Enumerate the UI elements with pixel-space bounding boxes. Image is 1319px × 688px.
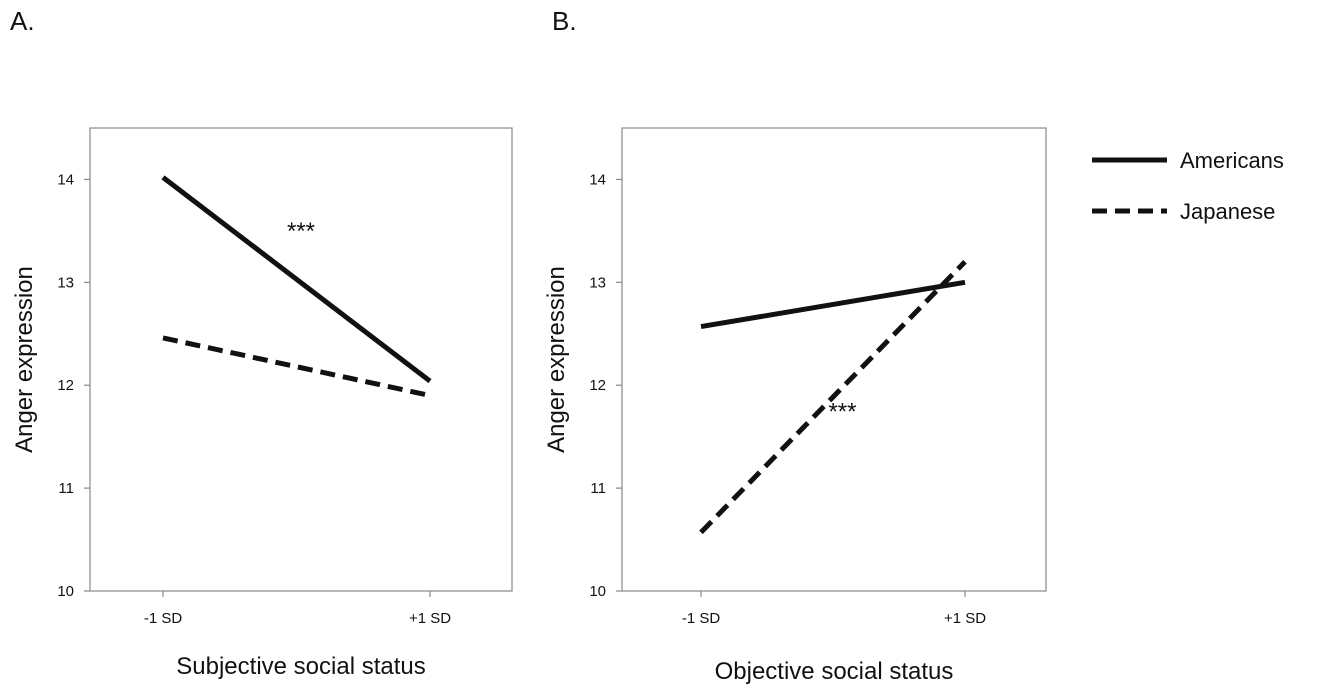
panel-a-y-tick-label: 12: [57, 377, 74, 394]
panel-a-series-japanese-line: [162, 335, 431, 398]
panel-b-y-tick-label: 10: [589, 583, 606, 600]
panel-b-y-tick-label: 12: [589, 377, 606, 394]
panel-b: B. 10 11 12 13 14 -1 SD +1 SD Objective social …: [543, 6, 1047, 685]
panel-b-y-tick-label: 11: [590, 480, 606, 497]
panel-b-y-axis-title: Anger expression: [543, 266, 570, 453]
panel-b-series-americans-line: [700, 279, 966, 330]
panel-b-y-tick-label: 13: [589, 274, 606, 291]
panel-a-x-axis-title: Subjective social status: [176, 653, 425, 680]
panel-a-y-axis-title: Anger expression: [11, 266, 38, 453]
panel-a-y-tick-label: 10: [57, 583, 74, 600]
panel-b-series-japanese-line: [699, 260, 967, 535]
panel-a-x-tick-label: +1 SD: [409, 610, 451, 627]
panel-a-y-tick-label: 13: [57, 274, 74, 291]
panel-a-y-tick-label: 14: [57, 171, 74, 188]
panel-b-x-tick-label: -1 SD: [682, 610, 721, 627]
legend: Americans Japanese: [1092, 148, 1284, 224]
panel-a-significance-annotation: ***: [287, 218, 315, 245]
legend-label-americans: Americans: [1180, 148, 1284, 173]
panel-b-x-axis-title: Objective social status: [715, 658, 954, 685]
panel-b-x-tick-label: +1 SD: [944, 610, 986, 627]
legend-label-japanese: Japanese: [1180, 199, 1275, 224]
panel-a-x-tick-label: -1 SD: [144, 610, 183, 627]
panel-a-y-tick-label: 11: [58, 480, 74, 497]
panel-b-plot-frame: [621, 127, 1047, 592]
panel-b-letter: B.: [552, 6, 577, 36]
panel-b-y-tick-label: 14: [589, 171, 606, 188]
panel-a-series-americans-line: [161, 175, 432, 384]
panel-b-significance-annotation: ***: [828, 399, 856, 426]
panel-a-letter: A.: [10, 6, 35, 36]
panel-a-plot-frame: [89, 127, 513, 592]
panel-a: A. 10 11 12 13 14 -1 SD +1 SD Subjective social…: [10, 6, 513, 680]
